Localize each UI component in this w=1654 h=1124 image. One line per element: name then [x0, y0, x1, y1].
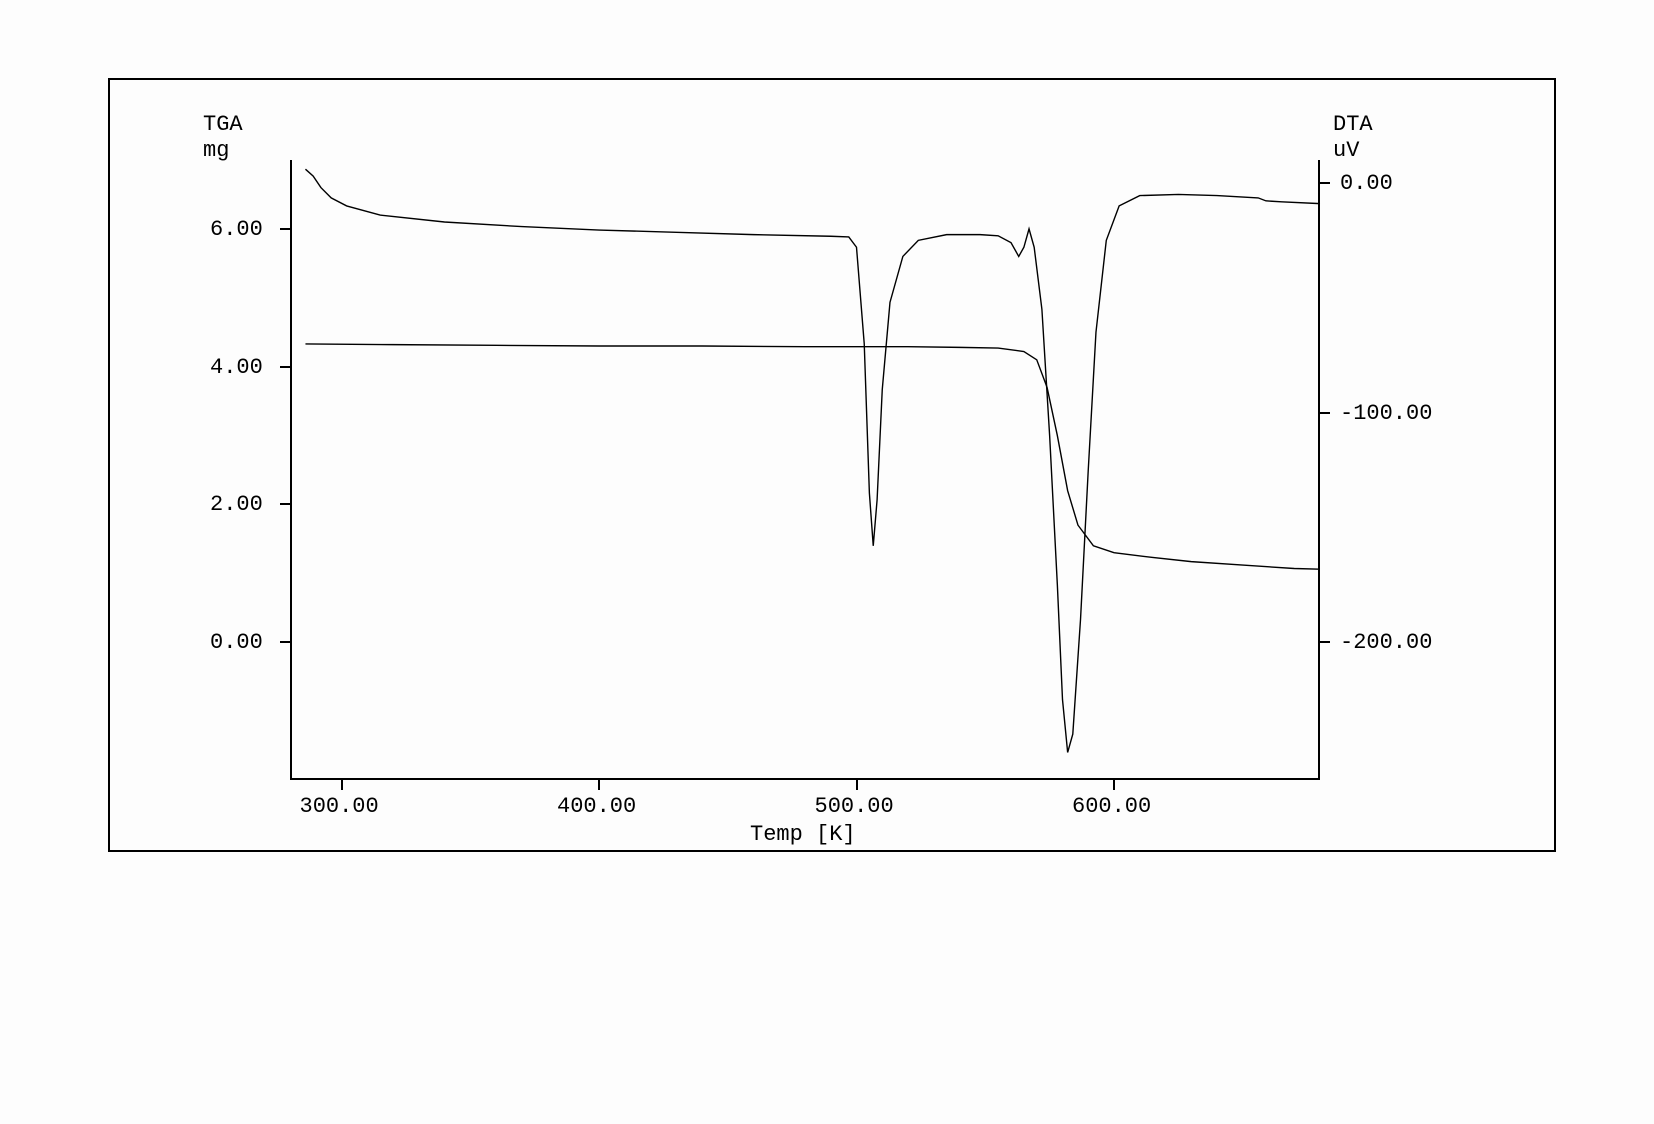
chart-svg [0, 0, 1654, 1124]
tga-curve [305, 344, 1320, 569]
dta-curve [305, 169, 1320, 752]
